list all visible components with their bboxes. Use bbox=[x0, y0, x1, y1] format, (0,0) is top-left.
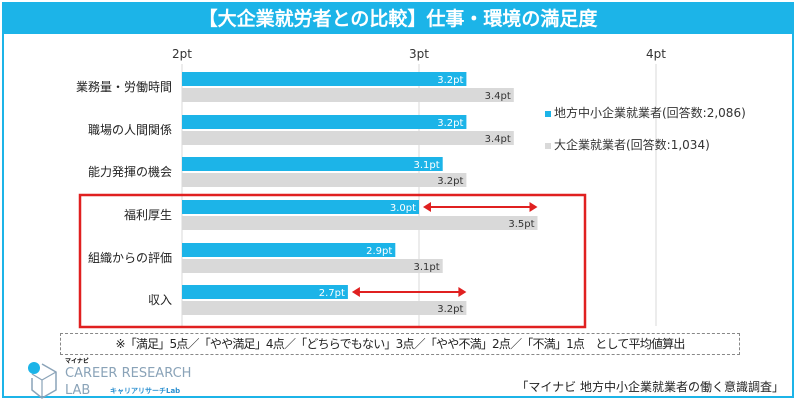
highlight-box bbox=[78, 193, 587, 329]
logo-text: CAREER RESEARCH bbox=[65, 366, 192, 381]
bar bbox=[182, 259, 443, 273]
data-label: 2.9pt bbox=[366, 246, 392, 257]
data-label: 3.4pt bbox=[485, 91, 511, 102]
source: 「マイナビ 地方中小企業就業者の働く意識調査」 bbox=[516, 380, 784, 394]
data-label: 3.1pt bbox=[414, 262, 440, 273]
data-label: 2.7pt bbox=[319, 288, 345, 299]
bar bbox=[182, 173, 467, 187]
logo: マイナビ CAREER RESEARCH LAB キャリアリサーチLab bbox=[22, 358, 222, 402]
bar bbox=[182, 243, 396, 257]
logo-text: マイナビ bbox=[65, 358, 89, 365]
bar bbox=[182, 72, 467, 86]
bar bbox=[182, 200, 419, 214]
bar bbox=[182, 301, 467, 315]
footnote: ※「満足」5点／「やや満足」4点／「どちらでもない」3点／「やや不満」2点／「不… bbox=[60, 333, 740, 355]
data-label: 3.2pt bbox=[437, 176, 463, 187]
data-label: 3.5pt bbox=[508, 219, 534, 230]
data-label: 3.0pt bbox=[390, 203, 416, 214]
data-label: 3.4pt bbox=[485, 134, 511, 145]
data-label: 3.1pt bbox=[414, 160, 440, 171]
category-label: 職場の人間関係 bbox=[88, 123, 172, 137]
chart-title: 【大企業就労者との比較】仕事・環境の満足度 bbox=[4, 4, 792, 34]
bar bbox=[182, 157, 443, 171]
logo-cube-icon bbox=[28, 362, 57, 399]
legend-label: 大企業就業者(回答数:1,034) bbox=[554, 138, 710, 152]
legend-item-local: 地方中小企業就業者(回答数:2,086) bbox=[545, 104, 746, 121]
data-label: 3.2pt bbox=[437, 304, 463, 315]
bar bbox=[182, 285, 348, 299]
legend-swatch bbox=[545, 110, 551, 117]
legend-item-large: 大企業就業者(回答数:1,034) bbox=[545, 136, 710, 153]
arrowhead-left-icon bbox=[423, 202, 431, 212]
data-label: 3.2pt bbox=[437, 75, 463, 86]
logo-text: LAB bbox=[65, 383, 91, 398]
bar bbox=[182, 115, 467, 129]
arrowhead-right-icon bbox=[529, 202, 538, 212]
arrowhead-left-icon bbox=[351, 287, 360, 297]
tick-label: 2pt bbox=[172, 47, 192, 61]
legend-label: 地方中小企業就業者(回答数:2,086) bbox=[554, 106, 746, 120]
category-label: 収入 bbox=[148, 293, 172, 307]
arrowhead-right-icon bbox=[458, 287, 467, 297]
data-label: 3.2pt bbox=[437, 118, 463, 129]
category-label: 組織からの評価 bbox=[88, 250, 172, 265]
chart-frame bbox=[2, 2, 794, 398]
bar bbox=[182, 131, 514, 145]
tick-label: 3pt bbox=[409, 47, 429, 61]
bar bbox=[182, 216, 538, 230]
category-label: 業務量・労働時間 bbox=[76, 80, 172, 94]
category-label: 能力発揮の機会 bbox=[88, 164, 172, 179]
tick-label: 4pt bbox=[646, 47, 666, 61]
bar bbox=[182, 88, 514, 102]
logo-text: キャリアリサーチLab bbox=[110, 387, 181, 395]
category-label: 福利厚生 bbox=[124, 207, 172, 222]
legend-swatch bbox=[545, 142, 551, 149]
